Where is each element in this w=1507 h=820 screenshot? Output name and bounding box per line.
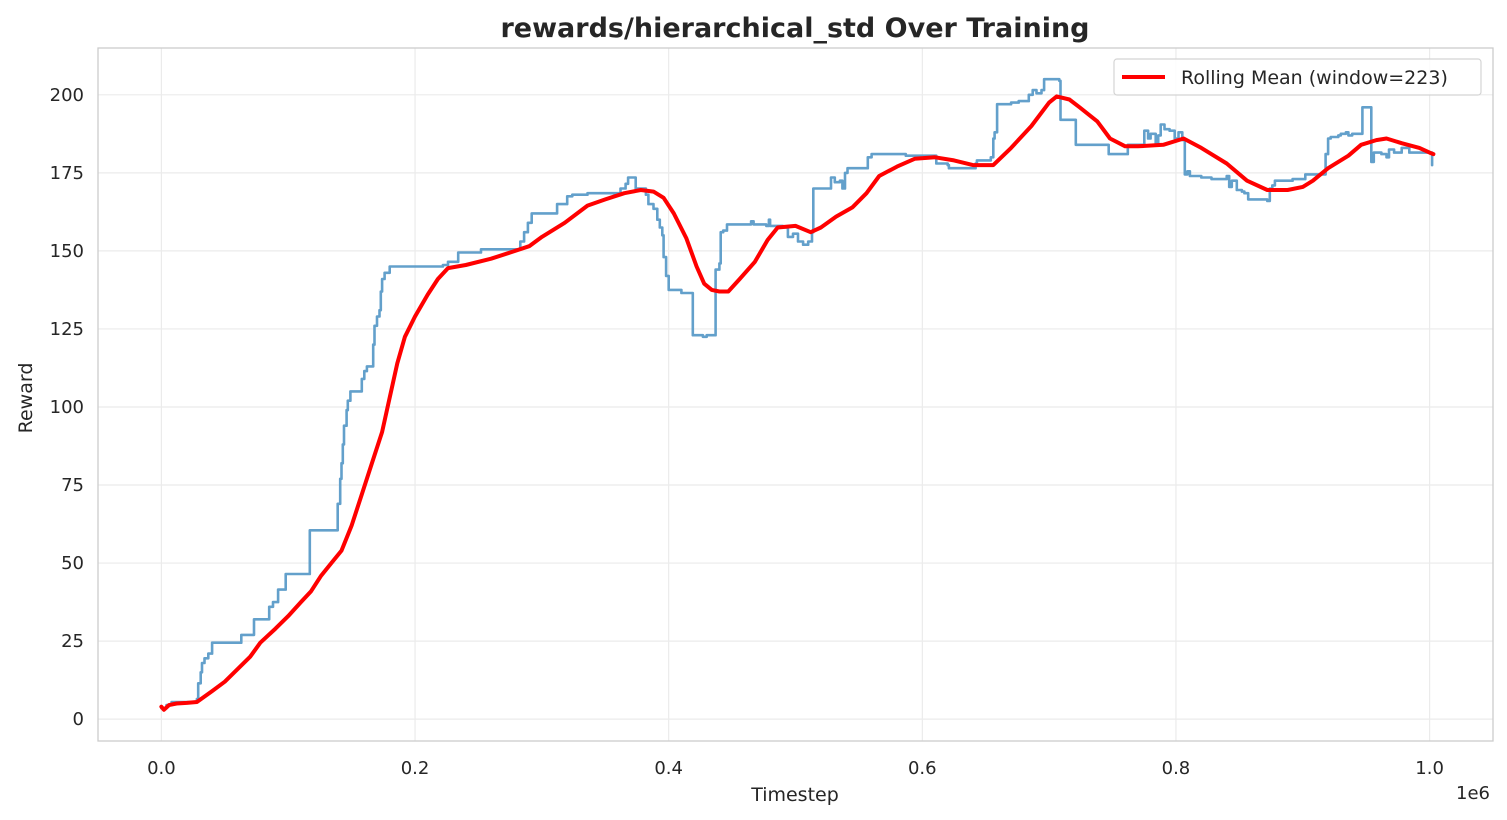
legend-label-rolling-mean: Rolling Mean (window=223) <box>1181 67 1448 89</box>
y-tick-label: 100 <box>50 397 84 418</box>
x-tick-label: 0.0 <box>147 758 176 779</box>
rolling-mean-line <box>159 94 1436 712</box>
chart-title: rewards/hierarchical_std Over Training <box>500 13 1089 44</box>
x-tick-label: 0.6 <box>908 758 937 779</box>
x-tick-label: 0.2 <box>401 758 430 779</box>
series-lines <box>159 77 1436 712</box>
y-tick-label: 0 <box>73 709 84 730</box>
x-tick-label: 0.4 <box>654 758 683 779</box>
y-tick-label: 25 <box>61 631 84 652</box>
x-axis-offset-text: 1e6 <box>1456 783 1490 804</box>
y-tick-label: 125 <box>50 319 84 340</box>
plot-area-frame <box>97 47 1494 742</box>
y-axis-label: Reward <box>15 363 37 434</box>
y-tick-label: 175 <box>50 163 84 184</box>
x-tick-label: 0.8 <box>1162 758 1191 779</box>
grid-lines <box>98 48 1493 741</box>
raw-reward-line <box>160 77 1434 710</box>
y-tick-label: 200 <box>50 85 84 106</box>
x-tick-label: 1.0 <box>1415 758 1444 779</box>
y-tick-label: 50 <box>61 553 84 574</box>
legend-box <box>1113 58 1482 96</box>
x-axis-label: Timestep <box>750 784 839 806</box>
y-tick-label: 150 <box>50 241 84 262</box>
axis-ticks: 0.0 0.2 0.4 0.6 0.8 1.0 0 25 50 75 100 125 150 175 200 <box>50 85 1444 779</box>
y-tick-label: 75 <box>61 475 84 496</box>
legend: Rolling Mean (window=223) <box>1113 58 1482 96</box>
